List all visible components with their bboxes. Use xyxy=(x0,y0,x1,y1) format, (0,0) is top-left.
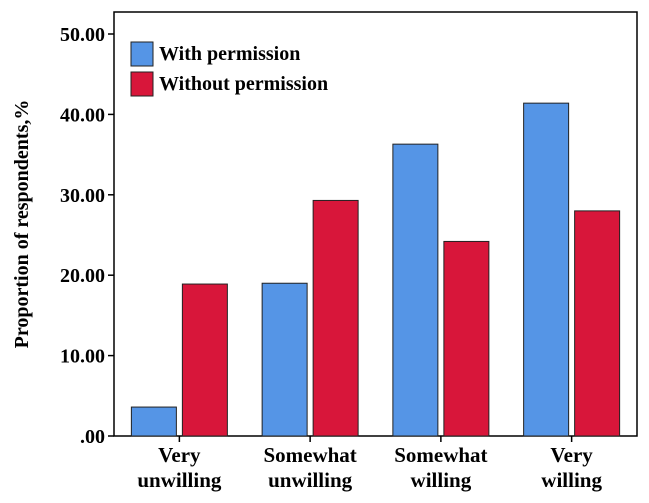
x-category-label: willing xyxy=(541,468,602,492)
legend-label: Without permission xyxy=(159,73,328,95)
x-category-label: unwilling xyxy=(137,468,222,492)
bar-without-permission xyxy=(312,199,359,437)
y-tick-label: 30.00 xyxy=(60,185,105,207)
x-category-label: Very xyxy=(550,443,593,467)
legend-swatch xyxy=(130,41,154,67)
x-category-label: willing xyxy=(411,468,472,492)
y-tick-label: 20.00 xyxy=(60,265,105,287)
x-axis-category-labels: VeryunwillingSomewhatunwillingSomewhatwi… xyxy=(137,436,602,492)
bar-with-permission xyxy=(392,143,439,437)
bar-with-permission xyxy=(523,102,570,437)
y-tick-label: 50.00 xyxy=(60,24,105,46)
legend-swatch xyxy=(130,71,154,97)
bar-with-permission xyxy=(261,282,308,437)
bar-with-permission xyxy=(130,406,177,437)
bars xyxy=(130,102,621,437)
bar-without-permission xyxy=(443,240,490,437)
y-tick-label: .00 xyxy=(80,426,105,448)
x-category-label: Very xyxy=(158,443,201,467)
x-category-label: Somewhat xyxy=(394,443,487,467)
y-tick-label: 10.00 xyxy=(60,346,105,368)
x-category-label: unwilling xyxy=(268,468,353,492)
y-tick-label: 40.00 xyxy=(60,104,105,126)
y-axis-ticks: .00 10.00 20.00 30.00 40.00 50.00 xyxy=(60,24,114,448)
legend-label: With permission xyxy=(159,43,300,65)
bar-without-permission xyxy=(574,210,621,437)
x-category-label: Somewhat xyxy=(263,443,356,467)
legend: With permission Without permission xyxy=(130,41,328,97)
y-axis-title: Proportion of respondents,% xyxy=(11,100,33,349)
bar-without-permission xyxy=(181,283,228,437)
